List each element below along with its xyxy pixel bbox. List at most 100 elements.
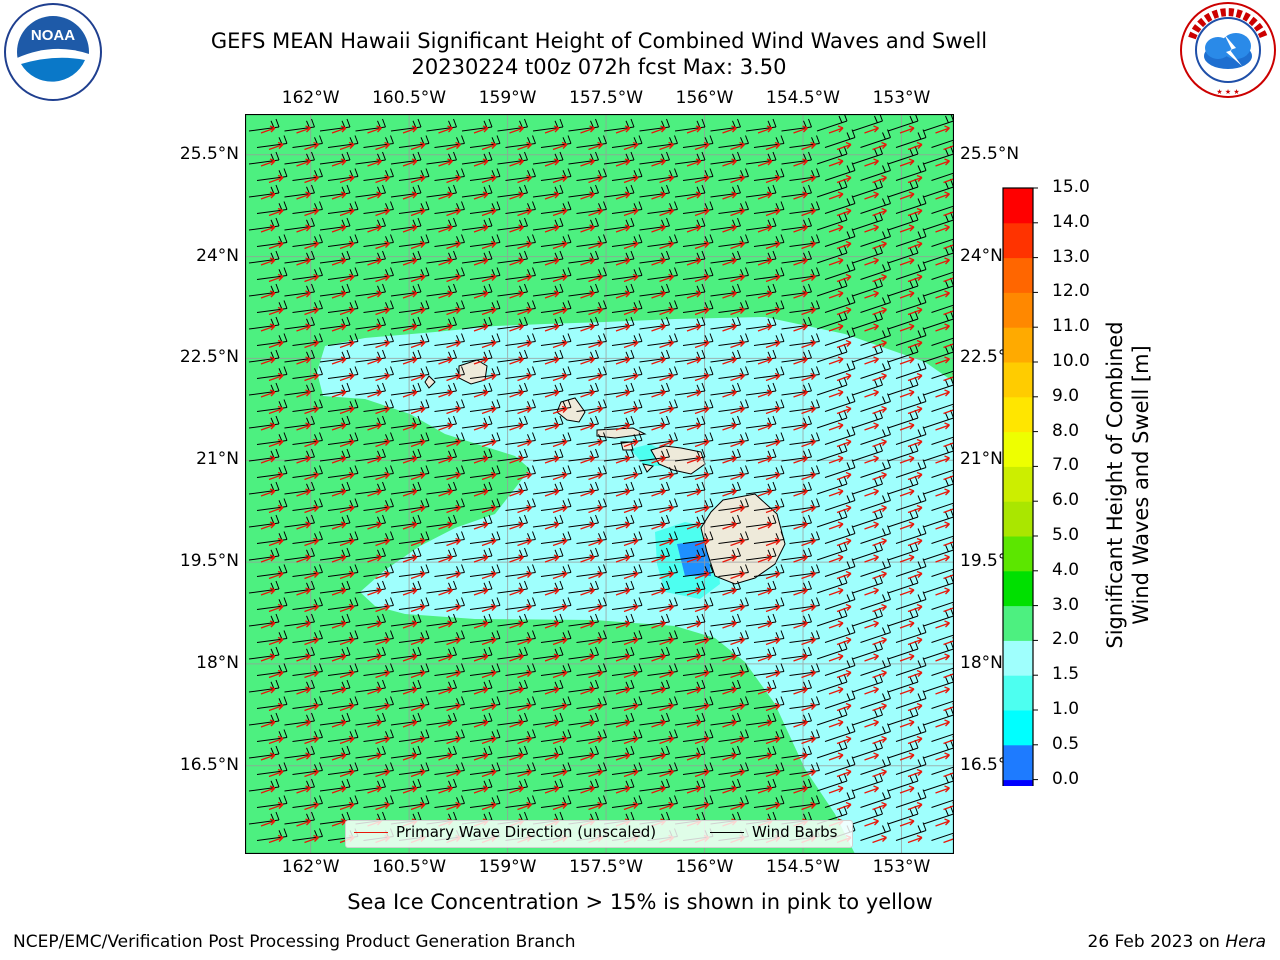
wave-direction-arrow (375, 174, 390, 184)
wave-direction-arrow (367, 224, 382, 233)
wave-direction-arrow (517, 471, 532, 481)
wave-direction-arrow (615, 488, 631, 497)
wave-direction-arrow (446, 339, 461, 349)
wave-direction-arrow (686, 158, 702, 167)
wave-direction-arrow (935, 587, 950, 596)
wave-direction-arrow (765, 702, 781, 712)
wave-direction-arrow (268, 240, 284, 250)
wave-direction-arrow (722, 224, 737, 233)
colorbar-segment (1003, 222, 1033, 259)
wind-barb (824, 327, 856, 346)
wind-barb (895, 129, 927, 148)
lat-tick-label: 22.5°N (179, 347, 239, 368)
wave-direction-arrow (793, 323, 808, 332)
colorbar-tick-label: 5.0 (1052, 525, 1080, 545)
wave-direction-arrow (765, 339, 781, 349)
wave-direction-arrow (375, 669, 390, 679)
wave-direction-arrow (730, 768, 745, 778)
wave-direction-arrow (651, 224, 666, 233)
wave-direction-arrow (544, 356, 560, 365)
wave-direction-arrow (694, 735, 710, 745)
lat-tick-label: 19.5°N (179, 551, 239, 572)
wave-direction-arrow (694, 240, 710, 250)
wave-direction-arrow (410, 174, 426, 184)
wind-barb (931, 495, 954, 511)
wave-direction-arrow (544, 191, 560, 200)
wave-direction-arrow (864, 719, 879, 728)
wave-direction-arrow (793, 521, 808, 530)
wave-direction-arrow (481, 504, 497, 514)
wave-direction-arrow (509, 521, 524, 530)
wave-direction-arrow (935, 389, 950, 398)
wave-direction-arrow (438, 620, 453, 629)
wave-direction-arrow (836, 273, 852, 283)
wave-direction-arrow (509, 191, 524, 200)
wave-direction-arrow (402, 290, 418, 299)
wave-direction-arrow (331, 653, 347, 662)
wave-direction-arrow (765, 240, 781, 250)
lon-tick-label: 154.5°W (766, 857, 840, 877)
wave-direction-arrow (481, 471, 497, 481)
wave-direction-arrow (304, 504, 319, 514)
wind-barb (895, 756, 927, 775)
wave-direction-arrow (473, 653, 489, 662)
wave-direction-arrow (268, 339, 284, 349)
wave-direction-arrow (331, 752, 347, 761)
svg-text:★ ★ ★: ★ ★ ★ (1216, 88, 1239, 96)
colorbar-tick-label: 10.0 (1052, 351, 1090, 371)
wave-direction-arrow (899, 686, 915, 695)
wave-direction-arrow (659, 801, 674, 811)
wave-direction-arrow (899, 389, 915, 398)
wave-direction-arrow (659, 504, 674, 514)
wave-direction-arrow (260, 587, 276, 596)
wave-direction-arrow (260, 719, 276, 728)
wave-direction-arrow (872, 636, 887, 646)
wave-direction-arrow (268, 702, 284, 712)
wave-direction-arrow (836, 537, 852, 547)
wind-barb (824, 459, 856, 478)
wind-barb (931, 594, 954, 610)
wind-barb (931, 231, 954, 247)
wave-direction-arrow (375, 636, 390, 646)
wave-direction-arrow (907, 174, 923, 184)
wave-direction-arrow (331, 587, 347, 596)
wave-direction-arrow (580, 521, 595, 530)
wave-direction-arrow (509, 323, 524, 332)
wave-direction-arrow (872, 405, 887, 415)
wave-direction-arrow (304, 768, 319, 778)
wave-direction-arrow (872, 768, 887, 778)
wave-direction-arrow (268, 669, 284, 679)
lat-tick-label: 24°N (196, 245, 239, 266)
wave-direction-arrow (517, 570, 532, 580)
colorbar-tick-label: 1.5 (1052, 664, 1080, 685)
wave-direction-arrow (410, 438, 426, 448)
wind-barb (895, 393, 927, 412)
wave-direction-arrow (686, 719, 702, 728)
wave-direction-arrow (864, 422, 879, 431)
wave-direction-arrow (935, 653, 950, 662)
wave-direction-arrow (765, 537, 781, 547)
wave-direction-arrow (268, 570, 284, 580)
wind-barb (895, 789, 927, 808)
wave-direction-arrow (473, 323, 489, 332)
wave-direction-arrow (722, 422, 737, 431)
wave-direction-arrow (801, 603, 816, 613)
wind-barb (860, 789, 891, 808)
wave-direction-arrow (730, 669, 745, 679)
wave-direction-arrow (659, 273, 674, 283)
wave-direction-arrow (730, 240, 745, 250)
wave-direction-arrow (801, 141, 816, 151)
wave-direction-arrow (367, 587, 382, 596)
wave-direction-arrow (899, 818, 915, 827)
wave-direction-arrow (304, 306, 319, 316)
wave-direction-arrow (410, 240, 426, 250)
wave-direction-arrow (615, 686, 631, 695)
wave-direction-arrow (331, 257, 347, 266)
wave-direction-arrow (304, 471, 319, 481)
wave-direction-arrow (722, 356, 737, 365)
wave-direction-arrow (544, 752, 560, 761)
wind-barb (860, 261, 891, 280)
wave-direction-arrow (836, 801, 852, 811)
noaa-logo: NOAA (3, 2, 103, 102)
wave-direction-arrow (836, 735, 852, 745)
